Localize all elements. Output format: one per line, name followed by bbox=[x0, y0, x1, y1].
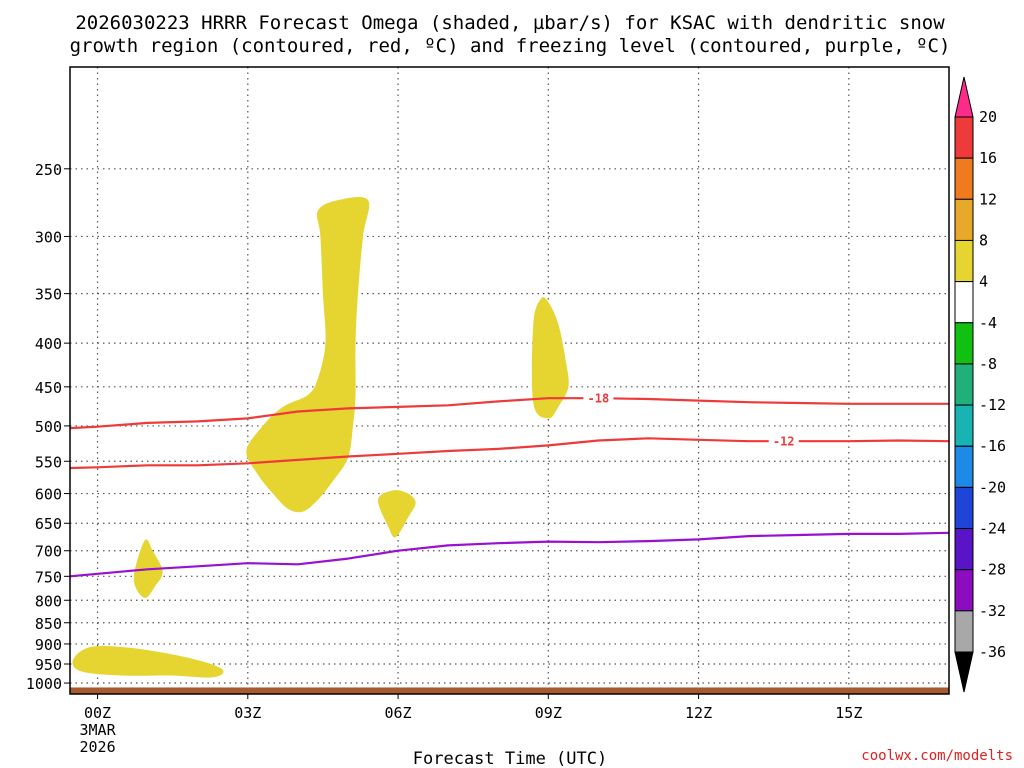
colorbar-label: 8 bbox=[979, 231, 988, 249]
colorbar-label: -24 bbox=[979, 520, 1006, 538]
y-axis-ticks: 250 300 350 400 450 500 550 600 650 700 750 800 850 9… bbox=[26, 161, 70, 693]
colorbar-label: 20 bbox=[979, 108, 997, 126]
colorbar-label: 12 bbox=[979, 190, 997, 208]
x-axis-label: Forecast Time (UTC) bbox=[413, 749, 607, 768]
omega-shaded-region bbox=[531, 297, 569, 419]
x-tick-label: 06Z bbox=[385, 704, 412, 722]
colorbar-label: -32 bbox=[979, 602, 1006, 620]
y-tick-label: 900 bbox=[35, 636, 62, 654]
colorbar-label: -8 bbox=[979, 355, 997, 373]
y-tick-label: 1000 bbox=[26, 675, 62, 693]
x-tick-label: 3MAR bbox=[79, 721, 116, 739]
terrain-band bbox=[70, 687, 949, 694]
contour-label: -12 bbox=[773, 435, 795, 449]
y-tick-label: 650 bbox=[35, 515, 62, 533]
chart-title-line-2: growth region (contoured, red, ºC) and f… bbox=[70, 35, 951, 57]
y-tick-label: 850 bbox=[35, 615, 62, 633]
chart-title: 2026030223 HRRR Forecast Omega (shaded, … bbox=[70, 12, 951, 57]
contour-line-minus12 bbox=[69, 437, 950, 470]
colorbar-band bbox=[954, 239, 974, 283]
grid-lines bbox=[70, 67, 949, 694]
y-tick-label: 800 bbox=[35, 592, 62, 610]
colorbar-band bbox=[954, 281, 974, 324]
colorbar-label: 4 bbox=[979, 273, 988, 291]
y-tick-label: 550 bbox=[35, 453, 62, 471]
y-tick-label: 600 bbox=[35, 486, 62, 504]
colorbar-upper-arrow bbox=[954, 76, 974, 118]
y-tick-label: 400 bbox=[35, 335, 62, 353]
y-tick-label: 250 bbox=[35, 161, 62, 179]
x-tick-label: 00Z bbox=[84, 704, 111, 722]
colorbar-label: 16 bbox=[979, 149, 997, 167]
colorbar-band bbox=[954, 528, 974, 571]
colorbar-band bbox=[954, 198, 974, 241]
colorbar-legend: 20 16 12 8 4 -4 -8 -12 -16 -20 -24 -28 -32 -36 bbox=[954, 76, 1006, 693]
colorbar-lower-arrow bbox=[954, 651, 974, 693]
colorbar-label: -16 bbox=[979, 437, 1006, 455]
y-tick-label: 300 bbox=[35, 228, 62, 246]
x-tick-label: 03Z bbox=[234, 704, 261, 722]
colorbar-label: -12 bbox=[979, 396, 1006, 414]
credit-text: coolwx.com/modelts bbox=[861, 748, 1013, 764]
y-tick-label: 450 bbox=[35, 379, 62, 397]
x-tick-label: 2026 bbox=[79, 738, 115, 756]
contour-label-background bbox=[768, 434, 799, 449]
omega-shaded-regions bbox=[72, 196, 569, 678]
colorbar-band bbox=[954, 363, 974, 406]
omega-shaded-region bbox=[377, 490, 416, 538]
chart-title-line-1: 2026030223 HRRR Forecast Omega (shaded, … bbox=[75, 12, 945, 34]
colorbar-band bbox=[954, 569, 974, 612]
colorbar-band bbox=[954, 404, 974, 447]
y-tick-label: 950 bbox=[35, 656, 62, 674]
contour-line-minus18 bbox=[69, 397, 949, 430]
x-tick-label: 09Z bbox=[535, 704, 562, 722]
colorbar-band bbox=[954, 116, 974, 159]
freezing-level-line bbox=[69, 531, 950, 578]
colorbar-label: -36 bbox=[979, 643, 1006, 661]
contour-label: -18 bbox=[588, 392, 610, 406]
contour-label-background bbox=[583, 391, 614, 406]
y-tick-label: 500 bbox=[35, 418, 62, 436]
colorbar-band bbox=[954, 445, 974, 488]
colorbar-label: -28 bbox=[979, 561, 1006, 579]
contour-lines: -18 -12 bbox=[69, 391, 950, 578]
omega-shaded-region bbox=[246, 196, 370, 513]
colorbar-label: -4 bbox=[979, 314, 997, 332]
y-tick-label: 700 bbox=[35, 543, 62, 561]
y-tick-label: 350 bbox=[35, 286, 62, 304]
colorbar-band bbox=[954, 610, 974, 653]
terrain-surface bbox=[70, 687, 949, 694]
omega-shaded-region bbox=[72, 646, 224, 678]
colorbar-band bbox=[954, 486, 974, 530]
plot-frame bbox=[69, 66, 950, 695]
y-tick-label: 750 bbox=[35, 568, 62, 586]
x-tick-label: 12Z bbox=[685, 704, 712, 722]
x-tick-label: 15Z bbox=[835, 704, 862, 722]
colorbar-label: -20 bbox=[979, 478, 1006, 496]
colorbar-band bbox=[954, 157, 974, 200]
colorbar-band bbox=[954, 322, 974, 365]
